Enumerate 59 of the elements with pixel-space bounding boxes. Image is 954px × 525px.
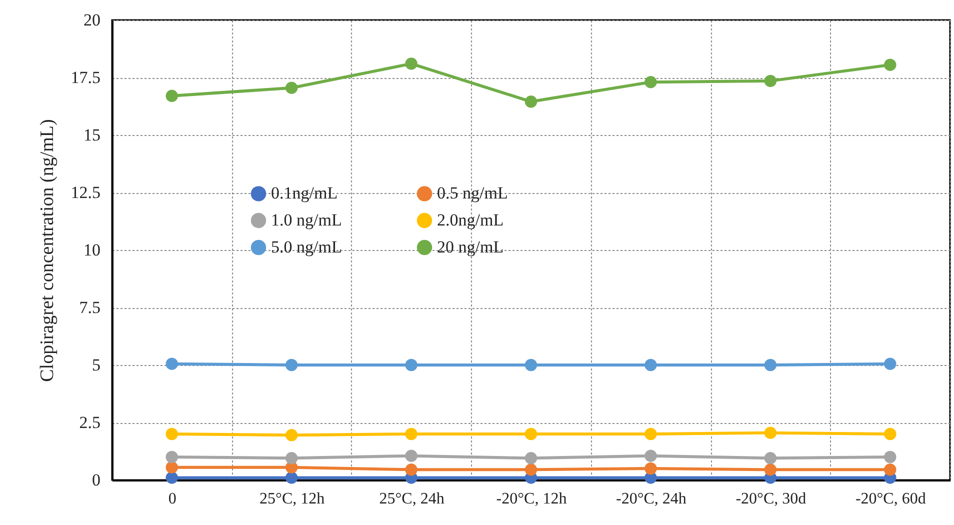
point [644,76,657,88]
y-tick-label: 2.5 [79,413,100,432]
point [764,358,777,372]
y-tick-label: 0 [92,470,100,490]
point [884,464,896,476]
point [285,429,298,442]
x-tick-label: 25°C, 24h [379,490,444,508]
y-axis-title: Clopiragret concentration (ng/mL) [36,119,58,382]
point [405,464,418,476]
point [644,358,657,372]
point [644,462,657,475]
point [764,426,777,439]
point [405,58,418,70]
point [524,452,538,464]
legend-label: 1.0 ng/mL [271,210,342,230]
point [884,358,896,370]
point [405,358,418,372]
point [884,450,896,464]
legend-label: 20 ng/mL [437,238,504,256]
point [764,74,777,88]
y-tick-label: 12.5 [70,183,100,202]
point [166,472,178,484]
point [524,428,538,440]
y-tick-label: 7.5 [79,298,100,317]
point [166,428,178,440]
x-tick-label: -20°C, 24h [616,490,686,508]
point [764,464,777,476]
legend-label: 5.0 ng/mL [271,238,342,256]
point [285,452,298,464]
legend-label: 0.5 ng/mL [437,184,508,203]
point [405,428,418,440]
legend-label: 0.1ng/mL [271,184,338,203]
point [166,90,178,102]
point [285,472,298,484]
point [524,358,538,372]
y-tick-label: 17.5 [70,68,100,87]
x-tick-label: -20°C, 12h [496,490,567,508]
point [524,464,538,476]
point [764,452,777,464]
x-tick-label: 0 [168,490,176,508]
x-tick-label: 25°C, 12h [260,490,325,508]
x-tick-label: -20°C, 30d [736,490,806,508]
point [644,450,657,462]
point [884,428,896,440]
point [285,82,298,94]
y-tick-label: 20 [84,10,100,30]
point [524,96,538,108]
point [644,428,657,440]
legend-label: 2.0ng/mL [437,210,504,230]
y-tick-label: 5 [92,356,100,374]
y-tick-label: 10 [84,240,100,260]
point [405,450,418,462]
point [285,358,298,372]
point [166,450,178,464]
point [166,461,178,474]
point [884,58,896,71]
x-tick-label: -20°C, 60d [855,490,926,508]
y-tick-label: 15 [84,126,100,144]
point [166,358,178,370]
